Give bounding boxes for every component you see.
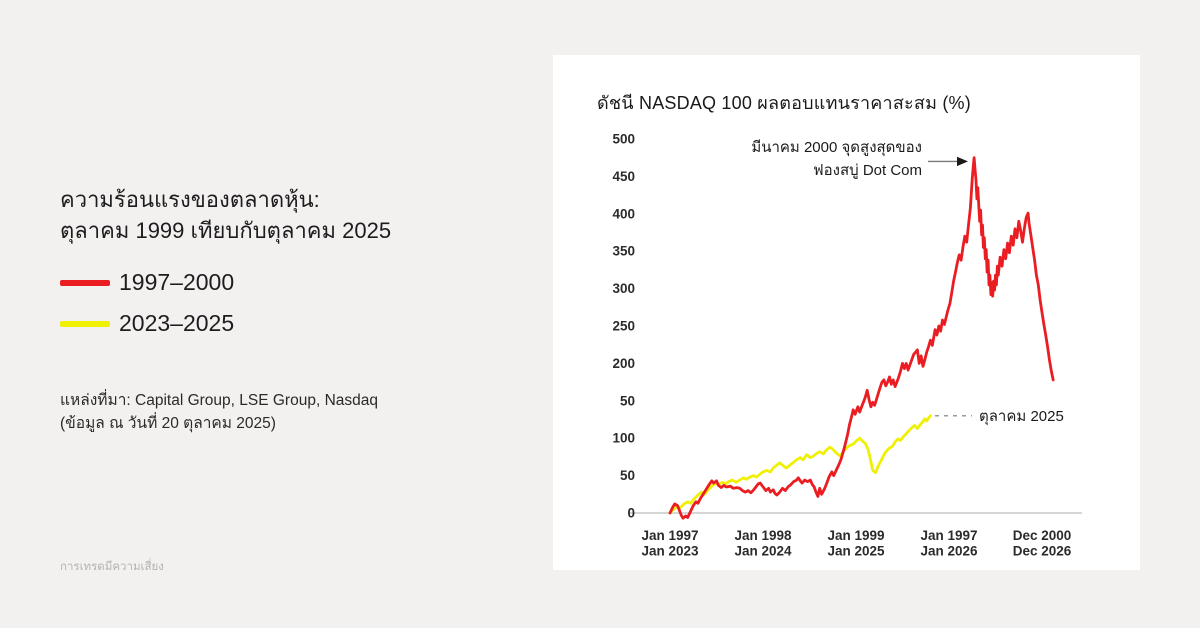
peak-annotation-line2: ฟองสบู่ Dot Com: [813, 162, 922, 179]
legend-label-1997-2000: 1997–2000: [119, 269, 235, 295]
y-axis-tick-label: 0: [627, 506, 635, 521]
x-axis-tick-label: Dec 2000 Dec 2026: [1013, 528, 1072, 559]
y-axis-tick-label: 300: [612, 281, 635, 296]
y-axis-tick-label: 50: [620, 468, 635, 483]
legend-item-1997-2000: 1997–2000: [60, 269, 234, 296]
series-line-1997-2000: [668, 156, 1055, 520]
current-annotation-label: ตุลาคม 2025: [979, 408, 1064, 426]
y-axis-tick-label: 50: [620, 393, 635, 408]
risk-disclaimer: การเทรดมีความเสี่ยง: [60, 561, 164, 573]
y-axis-tick-label: 400: [612, 206, 635, 221]
legend-swatch-yellow: [60, 320, 110, 327]
series-line-2023-2025: [668, 414, 932, 515]
y-axis-tick-label: 100: [612, 431, 635, 446]
legend-swatch-red: [60, 279, 110, 286]
source-line2: (ข้อมูล ณ วันที่ 20 ตุลาคม 2025): [60, 415, 276, 432]
x-axis-tick-label: Jan 1997 Jan 2026: [920, 528, 978, 559]
x-axis-tick-label: Jan 1997 Jan 2023: [641, 528, 699, 559]
x-axis-tick-label: Jan 1998 Jan 2024: [734, 528, 792, 559]
y-axis-tick-label: 450: [612, 169, 635, 184]
source-line1: แหล่งที่มา: Capital Group, LSE Group, Na…: [60, 392, 378, 409]
x-axis-tick-label: Jan 1999 Jan 2025: [827, 528, 885, 559]
y-axis-tick-label: 350: [612, 244, 635, 259]
chart-card: ดัชนี NASDAQ 100 ผลตอบแทนราคาสะสม (%) 50…: [553, 55, 1140, 570]
source-note: แหล่งที่มา: Capital Group, LSE Group, Na…: [60, 389, 378, 435]
y-axis-tick-label: 200: [612, 356, 635, 371]
y-axis-tick-label: 250: [612, 319, 635, 334]
chart-legend: 1997–2000 2023–2025: [60, 269, 234, 351]
page-title: ความร้อนแรงของตลาดหุ้น: ตุลาคม 1999 เทีย…: [60, 184, 391, 246]
peak-annotation-line1: มีนาคม 2000 จุดสูงสุดของ: [751, 139, 922, 157]
legend-item-2023-2025: 2023–2025: [60, 310, 234, 337]
peak-arrow-head: [957, 156, 968, 167]
chart-title: ดัชนี NASDAQ 100 ผลตอบแทนราคาสะสม (%): [597, 93, 971, 113]
page-title-line1: ความร้อนแรงของตลาดหุ้น:: [60, 187, 320, 212]
page-title-line2: ตุลาคม 1999 เทียบกับตุลาคม 2025: [60, 218, 392, 243]
legend-label-2023-2025: 2023–2025: [119, 310, 235, 336]
y-axis-tick-label: 500: [612, 132, 635, 147]
